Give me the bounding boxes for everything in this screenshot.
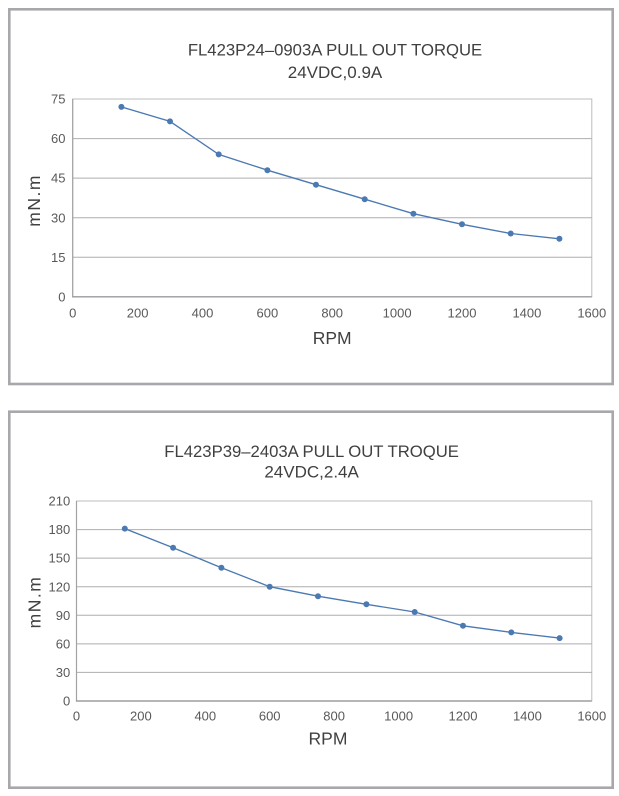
svg-text:1200: 1200 bbox=[448, 306, 477, 321]
svg-text:0: 0 bbox=[58, 289, 65, 304]
svg-text:800: 800 bbox=[323, 709, 345, 724]
svg-text:400: 400 bbox=[194, 709, 216, 724]
svg-text:90: 90 bbox=[56, 608, 70, 623]
svg-text:FL423P39–2403A PULL OUT TROQUE: FL423P39–2403A PULL OUT TROQUE bbox=[164, 442, 459, 461]
svg-text:120: 120 bbox=[48, 579, 70, 594]
svg-text:15: 15 bbox=[51, 250, 65, 265]
svg-text:1000: 1000 bbox=[383, 306, 412, 321]
svg-text:24VDC,2.4A: 24VDC,2.4A bbox=[264, 462, 359, 481]
svg-text:1600: 1600 bbox=[577, 306, 606, 321]
svg-text:800: 800 bbox=[321, 306, 343, 321]
svg-text:24VDC,0.9A: 24VDC,0.9A bbox=[288, 63, 383, 82]
svg-text:180: 180 bbox=[48, 522, 70, 537]
svg-text:1000: 1000 bbox=[384, 709, 413, 724]
svg-text:75: 75 bbox=[51, 92, 65, 107]
svg-text:600: 600 bbox=[257, 306, 279, 321]
svg-text:1600: 1600 bbox=[577, 709, 606, 724]
svg-text:RPM: RPM bbox=[309, 729, 348, 749]
svg-text:0: 0 bbox=[63, 694, 70, 709]
svg-text:600: 600 bbox=[259, 709, 281, 724]
svg-text:0: 0 bbox=[73, 709, 80, 724]
svg-text:0: 0 bbox=[69, 306, 76, 321]
svg-text:200: 200 bbox=[130, 709, 152, 724]
svg-text:RPM: RPM bbox=[313, 328, 352, 348]
svg-text:FL423P24–0903A PULL OUT TORQUE: FL423P24–0903A PULL OUT TORQUE bbox=[188, 40, 482, 59]
svg-text:1400: 1400 bbox=[513, 709, 542, 724]
svg-text:60: 60 bbox=[51, 131, 65, 146]
svg-text:210: 210 bbox=[48, 494, 70, 509]
svg-text:1200: 1200 bbox=[449, 709, 478, 724]
svg-text:150: 150 bbox=[48, 551, 70, 566]
svg-text:mN.m: mN.m bbox=[25, 576, 45, 629]
svg-text:1400: 1400 bbox=[512, 306, 541, 321]
svg-text:200: 200 bbox=[127, 306, 149, 321]
svg-text:mN.m: mN.m bbox=[24, 174, 44, 227]
svg-text:60: 60 bbox=[56, 637, 70, 652]
svg-text:30: 30 bbox=[56, 665, 70, 680]
svg-text:30: 30 bbox=[51, 210, 65, 225]
svg-text:45: 45 bbox=[51, 171, 65, 186]
svg-text:400: 400 bbox=[192, 306, 214, 321]
